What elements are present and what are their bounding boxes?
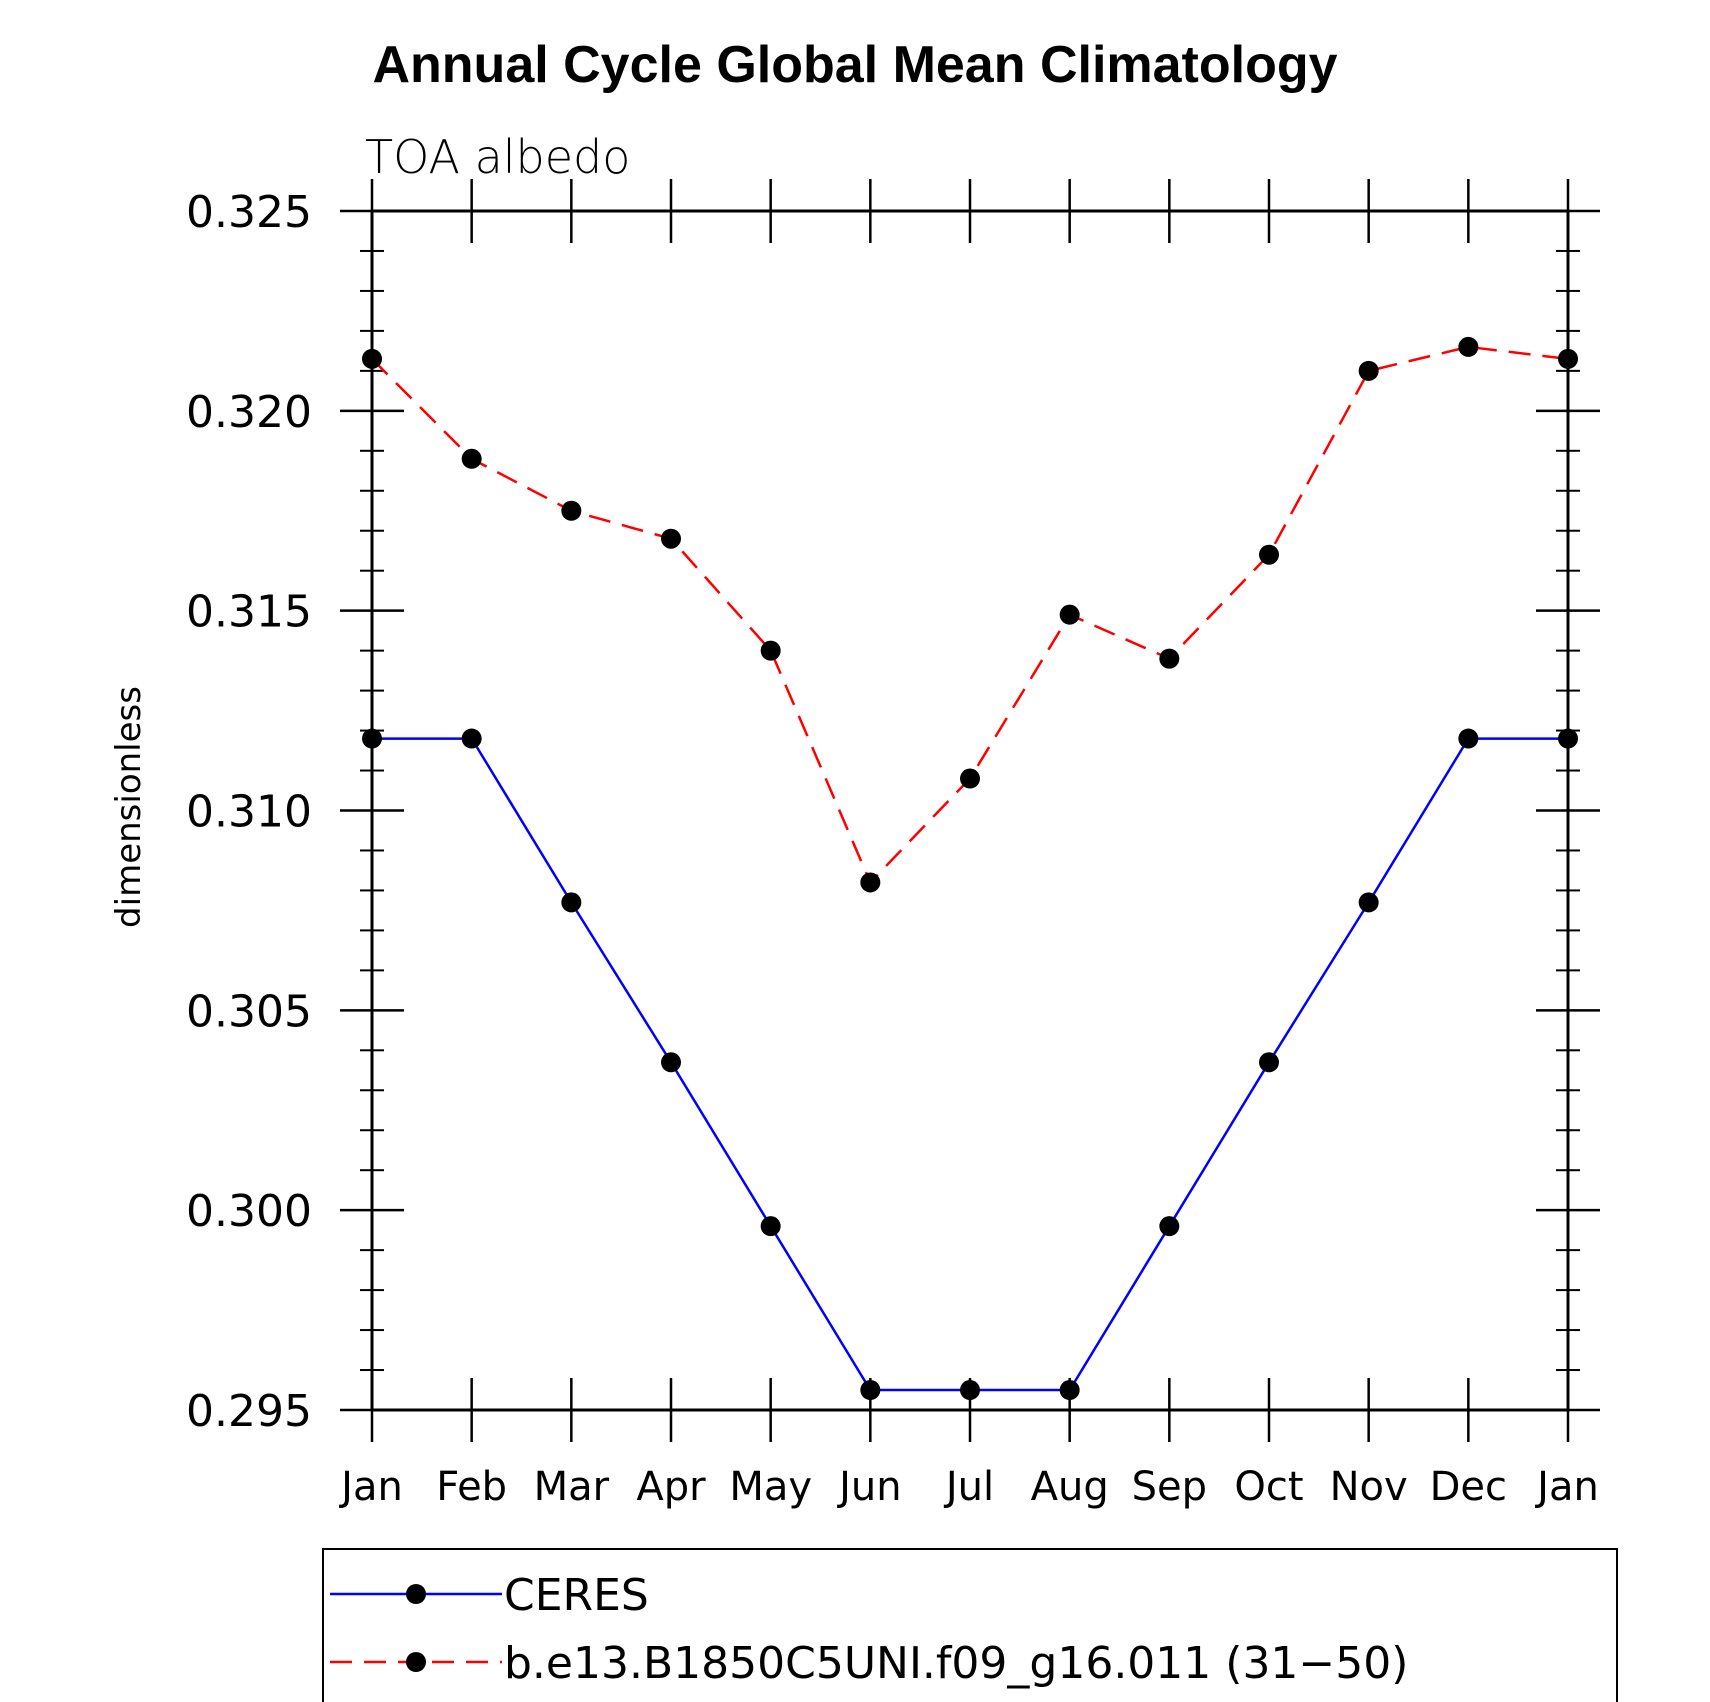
x-tick-label: Mar bbox=[534, 1464, 610, 1510]
legend: CERES b.e13.B1850C5UNI.f09_g16.011 (31−5… bbox=[322, 1548, 1618, 1702]
x-tick-label: Dec bbox=[1430, 1464, 1507, 1510]
x-tick-label: Jul bbox=[943, 1464, 994, 1510]
y-tick-label: 0.320 bbox=[186, 387, 312, 438]
x-ticks: Jan Feb Mar Apr May Jun Jul Aug Sep Oct Nov Dec Jan bbox=[338, 179, 1599, 1510]
y-tick-label: 0.315 bbox=[186, 587, 312, 638]
x-tick-label: May bbox=[729, 1464, 812, 1510]
series-1-point bbox=[461, 448, 482, 469]
series-0-point bbox=[760, 1216, 781, 1237]
x-tick-label: Jun bbox=[836, 1464, 902, 1510]
x-tick-label: Sep bbox=[1132, 1464, 1207, 1510]
legend-marker-ceres bbox=[406, 1584, 426, 1604]
series-0-point bbox=[661, 1052, 681, 1073]
y-axis-label: dimensionless bbox=[109, 686, 149, 928]
chart-subtitle: TOA albedo bbox=[365, 130, 630, 184]
minor-ticks bbox=[360, 249, 1580, 1372]
series-1-point bbox=[1059, 604, 1080, 625]
y-tick-label: 0.295 bbox=[186, 1386, 312, 1437]
series-0-point bbox=[1358, 892, 1379, 913]
series-line-1 bbox=[371, 345, 1569, 885]
series-layer bbox=[362, 336, 1578, 1401]
series-1-point bbox=[561, 500, 582, 521]
series-1-point bbox=[960, 768, 980, 789]
series-0-point bbox=[960, 1380, 980, 1401]
series-1-point bbox=[1458, 336, 1479, 357]
series-1-point bbox=[362, 348, 382, 369]
x-tick-label: Apr bbox=[636, 1464, 706, 1510]
series-1-point bbox=[661, 528, 681, 549]
series-0-point bbox=[561, 892, 582, 913]
x-tick-label: Feb bbox=[436, 1464, 507, 1510]
series-0-point bbox=[362, 728, 382, 749]
series-0-point bbox=[461, 728, 482, 749]
chart-title: Annual Cycle Global Mean Climatology bbox=[372, 36, 1337, 94]
y-tick-label: 0.305 bbox=[186, 986, 312, 1037]
series-0-point bbox=[1059, 1380, 1080, 1401]
legend-label-model: b.e13.B1850C5UNI.f09_g16.011 (31−50) bbox=[504, 1638, 1408, 1689]
y-tick-label: 0.310 bbox=[186, 787, 312, 838]
x-tick-label: Oct bbox=[1234, 1464, 1303, 1510]
series-line-0 bbox=[372, 737, 1568, 1392]
series-0-point bbox=[1558, 728, 1578, 749]
plot-frame bbox=[370, 209, 1570, 1412]
legend-marker-model bbox=[406, 1652, 426, 1672]
series-0-point bbox=[860, 1380, 881, 1401]
series-0-point bbox=[1159, 1216, 1180, 1237]
series-1-point bbox=[1358, 360, 1379, 381]
series-1-point bbox=[1259, 544, 1279, 565]
legend-label-ceres: CERES bbox=[504, 1570, 649, 1621]
y-ticks: 0.325 0.320 0.315 0.310 0.305 0.300 0.295 bbox=[186, 187, 1600, 1437]
y-tick-label: 0.325 bbox=[186, 187, 312, 238]
series-0-point bbox=[1458, 728, 1479, 749]
series-1-point bbox=[860, 872, 881, 893]
x-tick-label: Aug bbox=[1031, 1464, 1109, 1510]
x-tick-label: Jan bbox=[1534, 1464, 1599, 1510]
y-tick-label: 0.300 bbox=[186, 1186, 312, 1237]
series-1-point bbox=[1558, 348, 1578, 369]
series-1-point bbox=[1159, 648, 1180, 669]
x-tick-label: Nov bbox=[1330, 1464, 1408, 1510]
legend-box bbox=[322, 1548, 1618, 1702]
x-tick-label: Jan bbox=[338, 1464, 403, 1510]
series-0-point bbox=[1259, 1052, 1279, 1073]
series-1-point bbox=[760, 640, 781, 661]
